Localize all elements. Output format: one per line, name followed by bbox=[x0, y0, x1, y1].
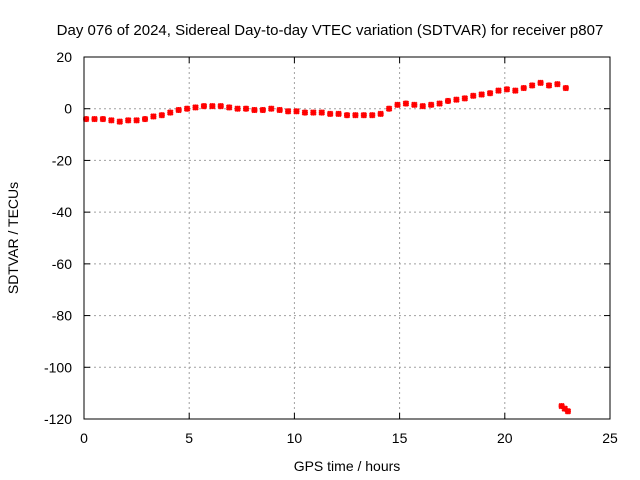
chart-title: Day 076 of 2024, Sidereal Day-to-day VTE… bbox=[57, 22, 604, 39]
data-point bbox=[402, 100, 410, 107]
data-point bbox=[124, 117, 132, 124]
data-point bbox=[558, 402, 565, 410]
data-point bbox=[360, 111, 368, 119]
data-point bbox=[192, 104, 199, 111]
data-point bbox=[528, 82, 536, 89]
data-point bbox=[520, 84, 527, 92]
data-point bbox=[486, 89, 494, 97]
data-point bbox=[427, 101, 435, 109]
data-point bbox=[91, 115, 98, 123]
data-point bbox=[175, 106, 182, 114]
data-point bbox=[561, 405, 568, 412]
x-tick-label: 15 bbox=[392, 430, 408, 446]
data-point bbox=[411, 101, 418, 109]
data-point bbox=[369, 111, 376, 119]
data-point bbox=[167, 109, 174, 116]
x-tick-label: 20 bbox=[497, 430, 513, 446]
data-point bbox=[461, 95, 469, 102]
data-point bbox=[158, 111, 166, 119]
y-tick-label: 20 bbox=[56, 49, 72, 65]
data-point bbox=[470, 92, 477, 99]
data-point bbox=[276, 106, 283, 114]
y-tick-label: 0 bbox=[64, 101, 72, 117]
data-point bbox=[133, 117, 140, 124]
y-axis-ticks: 20 0 -20 -40 -60 -80 -100 -120 bbox=[44, 49, 610, 427]
data-point bbox=[259, 106, 267, 114]
y-tick-label: -20 bbox=[52, 152, 72, 168]
data-point bbox=[293, 108, 300, 115]
data-point bbox=[512, 87, 519, 94]
y-axis-label: SDTVAR / TECUs bbox=[5, 182, 21, 294]
data-point bbox=[562, 84, 570, 92]
data-point bbox=[554, 80, 561, 88]
data-point bbox=[234, 105, 241, 112]
data-points bbox=[82, 79, 572, 415]
y-tick-label: -100 bbox=[44, 359, 72, 375]
data-point bbox=[242, 105, 250, 112]
y-tick-label: -60 bbox=[52, 256, 72, 272]
data-point bbox=[310, 109, 317, 116]
data-point bbox=[503, 86, 511, 93]
data-point bbox=[209, 102, 216, 110]
data-point bbox=[99, 115, 107, 123]
data-point bbox=[377, 110, 384, 118]
data-point bbox=[545, 82, 553, 89]
data-point bbox=[564, 408, 572, 415]
data-point bbox=[268, 105, 275, 112]
data-point bbox=[537, 79, 544, 87]
data-point bbox=[318, 109, 325, 116]
x-tick-label: 0 bbox=[80, 430, 88, 446]
y-tick-label: -120 bbox=[44, 411, 72, 427]
x-axis-ticks: 0 5 10 15 20 25 bbox=[80, 57, 618, 446]
data-point bbox=[335, 110, 342, 118]
data-point bbox=[419, 102, 426, 110]
data-point bbox=[301, 109, 309, 116]
data-point bbox=[453, 96, 460, 103]
data-point bbox=[183, 105, 191, 112]
y-tick-label: -40 bbox=[52, 204, 72, 220]
data-point bbox=[326, 110, 334, 118]
data-point bbox=[495, 87, 502, 94]
data-point bbox=[385, 105, 393, 112]
data-point bbox=[352, 111, 359, 119]
data-point bbox=[343, 111, 351, 119]
x-axis-label: GPS time / hours bbox=[294, 458, 401, 474]
data-point bbox=[200, 102, 208, 110]
data-point bbox=[284, 108, 292, 115]
data-point bbox=[141, 115, 149, 123]
data-point bbox=[394, 101, 401, 109]
data-point bbox=[108, 117, 115, 124]
data-point bbox=[150, 113, 157, 120]
data-point bbox=[217, 102, 224, 110]
x-tick-label: 5 bbox=[185, 430, 193, 446]
x-tick-label: 25 bbox=[602, 430, 618, 446]
data-point bbox=[116, 118, 123, 125]
y-tick-label: -80 bbox=[52, 308, 72, 324]
data-point bbox=[444, 97, 452, 105]
data-point bbox=[478, 91, 485, 98]
data-point bbox=[251, 106, 258, 114]
x-tick-label: 10 bbox=[287, 430, 303, 446]
grid-lines bbox=[84, 57, 610, 419]
plot-frame bbox=[83, 56, 611, 420]
data-point bbox=[225, 104, 233, 111]
data-point bbox=[436, 100, 443, 107]
